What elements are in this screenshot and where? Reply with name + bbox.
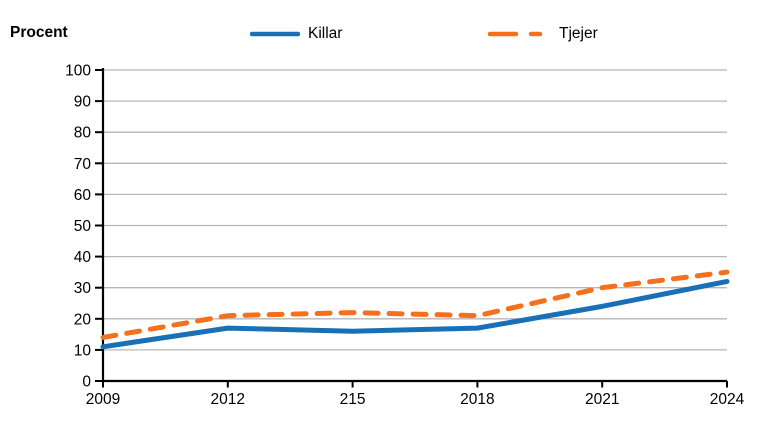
y-axis-tick-label: 90 bbox=[74, 94, 92, 111]
y-axis-tick-label: 60 bbox=[74, 187, 92, 204]
y-axis-tick-label: 10 bbox=[74, 342, 92, 359]
legend-label-killar: Killar bbox=[308, 25, 343, 42]
y-axis-tick-label: 50 bbox=[74, 218, 92, 235]
y-axis-tick-label: 30 bbox=[74, 280, 92, 297]
series-line-killar bbox=[100, 278, 730, 350]
x-axis-tick-label: 2021 bbox=[585, 391, 619, 408]
y-axis-tick-label: 70 bbox=[74, 156, 92, 173]
x-axis-tick-label: 215 bbox=[340, 391, 366, 408]
series-line-tjejer bbox=[100, 269, 730, 340]
killar-line-swatch bbox=[250, 31, 300, 37]
x-axis-tick-label: 2018 bbox=[460, 391, 494, 408]
legend-item-killar: Killar bbox=[250, 25, 342, 43]
y-axis-tick-label: 20 bbox=[74, 311, 92, 328]
y-axis-tick-label: 0 bbox=[82, 374, 91, 391]
x-axis-tick-label: 2012 bbox=[211, 391, 245, 408]
y-axis-tick-label: 80 bbox=[74, 125, 92, 142]
legend-item-tjejer: Tjejer bbox=[487, 25, 598, 43]
y-axis-tick-label: 100 bbox=[65, 63, 91, 80]
tjejer-line-swatch bbox=[487, 31, 551, 37]
y-axis-title: Procent bbox=[10, 24, 68, 41]
legend-label-tjejer: Tjejer bbox=[559, 25, 598, 42]
x-axis-tick-label: 2009 bbox=[86, 391, 120, 408]
x-axis-tick-label: 2024 bbox=[710, 391, 745, 408]
y-axis-tick-label: 40 bbox=[74, 249, 92, 266]
